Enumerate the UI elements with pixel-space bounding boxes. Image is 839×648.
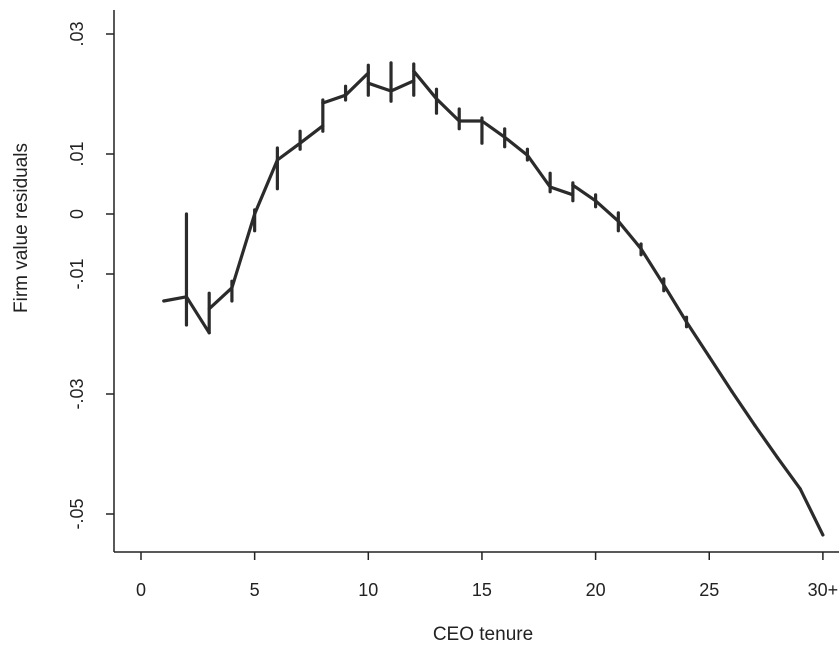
series-line-segment xyxy=(775,456,802,491)
series-line-segment xyxy=(389,79,416,93)
y-tick-label: -.03 xyxy=(67,378,87,409)
series-line-segment xyxy=(366,81,393,93)
x-tick-label: 30+ xyxy=(808,580,839,600)
series-line-segment xyxy=(730,390,757,427)
series-line-segment xyxy=(480,119,507,139)
series-line-segment xyxy=(639,247,666,287)
y-tick-label: .03 xyxy=(67,21,87,46)
x-axis-title: CEO tenure xyxy=(433,624,533,645)
x-tick-label: 10 xyxy=(358,580,378,600)
series-line-segment xyxy=(412,69,439,101)
series-line-segment xyxy=(525,153,552,189)
series-line-segment xyxy=(753,423,780,460)
x-tick-label: 5 xyxy=(250,580,260,600)
series-line-segment xyxy=(184,295,211,335)
series-line-segment xyxy=(207,286,234,311)
series-line-segment xyxy=(593,199,620,223)
y-axis-ticks: .03 .01 0 -.01 -.03 -.05 xyxy=(67,21,114,530)
series-line-segment xyxy=(662,283,689,324)
x-tick-label: 25 xyxy=(699,580,719,600)
series-line-segment xyxy=(503,135,530,157)
y-tick-label: -.05 xyxy=(67,498,87,529)
series-line-segment xyxy=(434,97,461,123)
series-line-segment xyxy=(230,212,257,290)
series-line-segment xyxy=(548,185,575,197)
series-line-segment xyxy=(321,93,348,105)
series-line-segment xyxy=(616,219,643,251)
x-axis-ticks: 0 5 10 15 20 25 30+ xyxy=(136,552,838,600)
x-tick-label: 20 xyxy=(586,580,606,600)
x-tick-label: 0 xyxy=(136,580,146,600)
series-line-segment xyxy=(707,355,734,394)
series-line-segment xyxy=(298,124,325,145)
y-tick-label: .01 xyxy=(67,141,87,166)
series-line-segment xyxy=(275,141,302,162)
y-tick-label: 0 xyxy=(67,209,87,219)
x-tick-label: 15 xyxy=(472,580,492,600)
y-axis-title: Firm value residuals xyxy=(11,143,32,313)
series-line-segment xyxy=(798,487,825,537)
series-line-segment xyxy=(162,295,189,303)
plot-area xyxy=(162,61,825,537)
series-line-segment xyxy=(343,71,370,97)
y-tick-label: -.01 xyxy=(67,258,87,289)
series-line-segment xyxy=(253,158,279,216)
series-line-segment xyxy=(684,320,711,359)
series-line-segment xyxy=(571,183,598,203)
